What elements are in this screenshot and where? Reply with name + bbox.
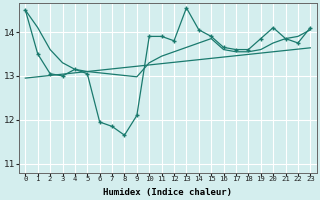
X-axis label: Humidex (Indice chaleur): Humidex (Indice chaleur) [103,188,232,197]
